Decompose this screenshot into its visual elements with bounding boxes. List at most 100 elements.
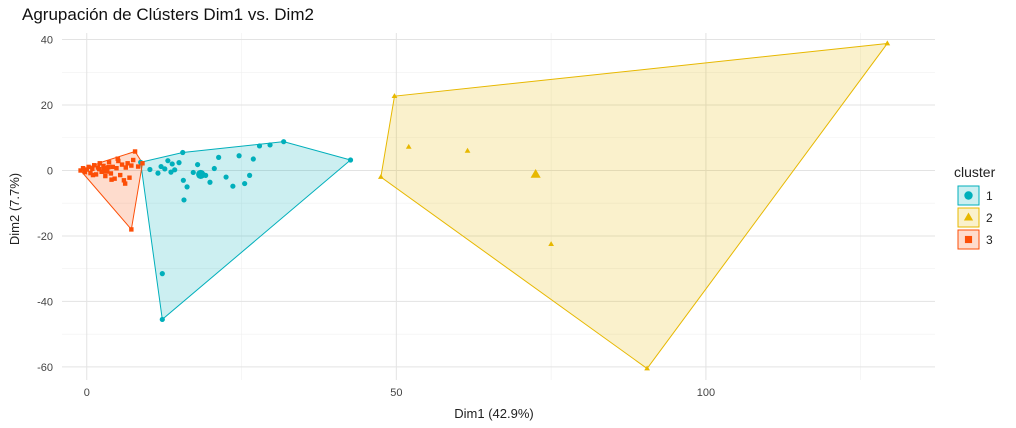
cluster-3-point [140, 161, 145, 166]
cluster-3-point [90, 172, 96, 178]
cluster-1-point [347, 157, 354, 163]
cluster-1-point [250, 156, 256, 162]
cluster-3-point [116, 158, 121, 164]
grid-lines [62, 33, 935, 380]
cluster-2-point [464, 147, 471, 153]
cluster-1-point [256, 143, 263, 149]
y-tick-label: 40 [41, 35, 53, 47]
cluster-1-point [169, 161, 175, 167]
cluster-1-point [176, 160, 182, 166]
cluster-3-point [135, 164, 141, 169]
x-tick-label: 100 [697, 387, 715, 399]
cluster-1-point [159, 316, 165, 323]
cluster-1-point [281, 139, 287, 145]
cluster-2-point [378, 173, 384, 179]
cluster-1-point [162, 166, 168, 172]
cluster-1-point [158, 163, 164, 170]
cluster-3-point [103, 173, 108, 179]
cluster-1-point [236, 153, 242, 159]
cluster-3-point [91, 163, 97, 168]
x-axis-label: Dim1 (42.9%) [454, 406, 533, 421]
y-tick-label: -40 [37, 296, 53, 308]
x-tick-label: 0 [84, 387, 90, 399]
cluster-3-center [101, 165, 110, 174]
cluster-1-point [247, 172, 253, 179]
cluster-2-point [884, 40, 891, 46]
cluster-3-point [80, 165, 86, 171]
cluster-3-point [121, 178, 127, 183]
cluster-3-point [93, 172, 99, 177]
y-tick-label: -20 [37, 231, 53, 243]
cluster-3-point [114, 165, 119, 171]
cluster-3-point [96, 166, 102, 172]
legend-marker-2 [963, 212, 974, 221]
cluster-3-point [115, 156, 120, 161]
y-axis-ticks: 40 20 0 -20 -40 -60 [37, 35, 53, 374]
cluster-3-point [84, 167, 89, 172]
cluster-3-point [78, 168, 83, 173]
legend-label-2: 2 [986, 211, 993, 225]
cluster-3-point [82, 169, 88, 175]
cluster-3-point [101, 163, 106, 169]
x-axis-ticks: 0 50 100 [84, 387, 715, 399]
cluster-1-point [207, 179, 213, 185]
chart-title: Agrupación de Clústers Dim1 vs. Dim2 [22, 5, 314, 24]
cluster-2-point [644, 365, 650, 371]
cluster-1-point [242, 180, 248, 187]
legend-label-3: 3 [986, 233, 993, 247]
cluster-3-point [127, 175, 132, 180]
legend-title: cluster [954, 164, 996, 180]
cluster-3-point [86, 164, 91, 170]
legend: cluster 1 2 3 [954, 164, 996, 250]
cluster-1-point [147, 166, 153, 173]
cluster-1-point [230, 183, 236, 189]
cluster-3-point [106, 160, 112, 165]
cluster-3-point [123, 165, 128, 170]
cluster-3-point [129, 163, 134, 168]
cluster-2-hull [380, 42, 889, 370]
cluster-1-point [194, 161, 201, 168]
cluster-3-point [117, 172, 123, 178]
cluster-2-center [530, 169, 541, 178]
cluster-3-point [109, 177, 114, 182]
cluster-1-point [181, 197, 187, 203]
cluster-hulls [79, 42, 889, 370]
cluster-2-point [548, 241, 554, 247]
data-points [78, 40, 891, 371]
y-axis-label: Dim2 (7.7%) [7, 173, 22, 245]
cluster-1-point [267, 142, 273, 148]
legend-label-1: 1 [986, 189, 993, 203]
cluster-1-point [184, 184, 190, 190]
y-tick-label: 0 [47, 165, 53, 177]
cluster-1-point [168, 169, 174, 175]
legend-marker-1 [964, 191, 973, 200]
cluster-3-point [129, 227, 134, 232]
cluster-3-point [88, 170, 93, 176]
cluster-3-hull [79, 150, 144, 231]
cluster-3-point [110, 164, 115, 170]
cluster-1-center [196, 169, 206, 180]
cluster-3-point [90, 166, 95, 172]
cluster-3-point [130, 157, 136, 163]
cluster-3-point [132, 149, 138, 154]
cluster-1-point [159, 271, 165, 277]
cluster-1-hull [140, 141, 352, 321]
cluster-2-point [405, 143, 412, 149]
cluster-3-point [122, 181, 128, 186]
y-tick-label: -60 [37, 362, 53, 374]
cluster-3-point [119, 162, 125, 167]
cluster-1-point [180, 177, 186, 183]
cluster-2-point [391, 93, 398, 99]
y-tick-label: 20 [41, 100, 53, 112]
cluster-3-point [108, 171, 114, 176]
cluster-1-point [180, 149, 186, 156]
cluster-1-point [155, 170, 161, 176]
cluster-1-point [165, 158, 171, 164]
legend-marker-3 [964, 235, 973, 244]
cluster-3-point [112, 176, 117, 181]
x-tick-label: 50 [390, 387, 402, 399]
cluster-1-point [216, 154, 222, 160]
cluster-1-point [223, 174, 229, 180]
cluster-1-point [211, 165, 217, 172]
